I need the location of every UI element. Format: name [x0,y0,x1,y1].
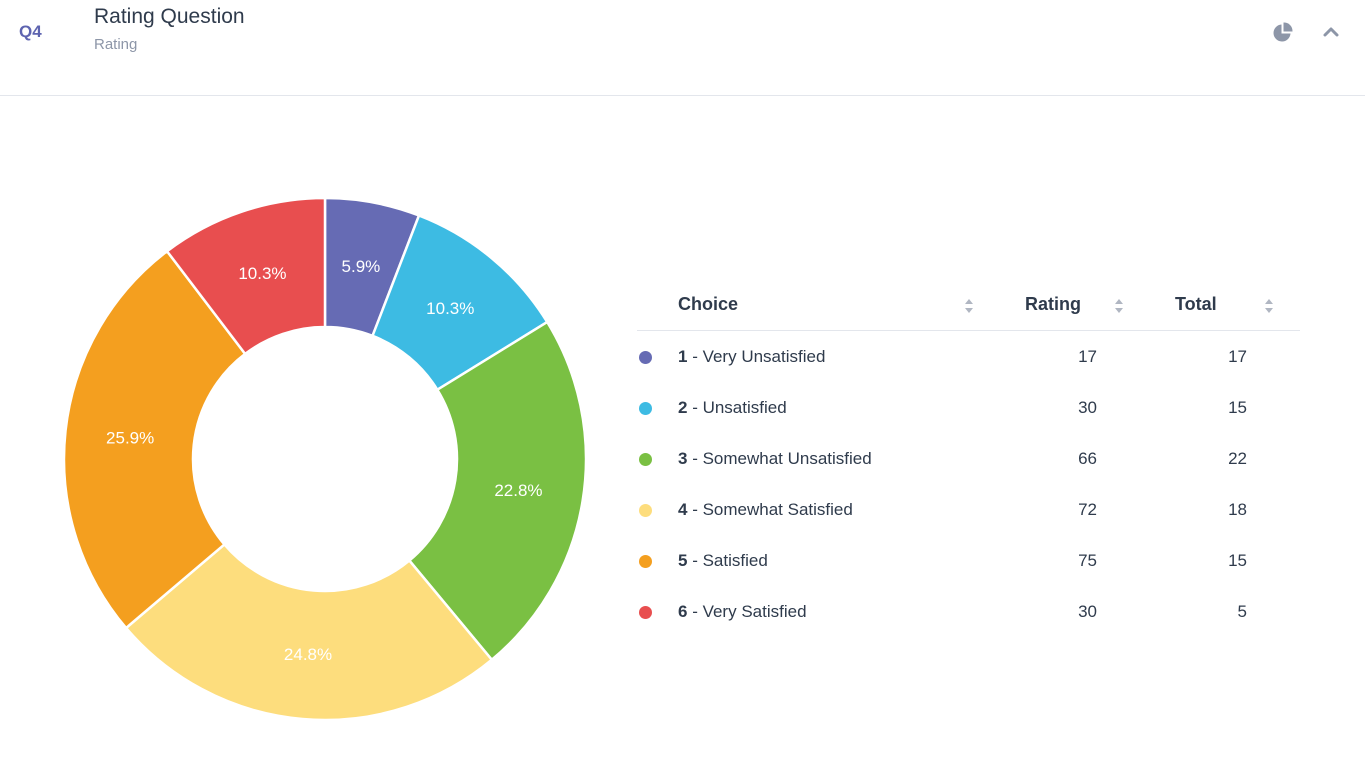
donut-slice[interactable] [165,196,327,356]
choice-label: 2 - Unsatisfied [678,398,787,418]
donut-chart: 5.9% 10.3% 22.8% 24.8% 25.9% 10.3% [62,196,588,722]
choice-number: 1 [678,347,688,366]
slice-percent-label: 24.8% [284,645,332,664]
total-value: 5 [1237,602,1247,621]
rating-value: 30 [1078,602,1097,621]
question-header: Q4 Rating Question Rating [0,0,1365,96]
table-row: 6 - Very Satisfied 30 5 [637,586,1300,637]
sort-icon[interactable] [1264,297,1274,315]
total-value: 22 [1228,449,1247,468]
choice-number: 3 [678,449,688,468]
choice-label: 5 - Satisfied [678,551,768,571]
total-value: 18 [1228,500,1247,519]
slice-percent-label: 25.9% [106,428,154,447]
choice-number: 6 [678,602,688,621]
slice-percent-label: 22.8% [494,481,542,500]
choice-text: - Unsatisfied [687,398,787,417]
choice-text: - Very Satisfied [687,602,807,621]
choice-label: 4 - Somewhat Satisfied [678,500,853,520]
slice-percent-label: 5.9% [342,257,381,276]
donut-slice[interactable] [407,320,588,662]
sort-icon[interactable] [1114,297,1124,315]
rating-value: 75 [1078,551,1097,570]
column-header-choice[interactable]: Choice [678,294,739,314]
column-header-total[interactable]: Total [1175,294,1217,314]
table-row: 4 - Somewhat Satisfied 72 18 [637,484,1300,535]
table-header: Choice Rating Total [637,280,1300,331]
donut-slice[interactable] [124,542,494,722]
table-row: 5 - Satisfied 75 15 [637,535,1300,586]
chevron-up-icon[interactable] [1319,20,1343,44]
column-header-rating[interactable]: Rating [1025,294,1081,314]
choice-text: - Somewhat Unsatisfied [687,449,872,468]
legend-dot [639,453,652,466]
legend-dot [639,606,652,619]
legend-dot [639,351,652,364]
rating-value: 30 [1078,398,1097,417]
slice-percent-label: 10.3% [426,299,474,318]
question-title: Rating Question [94,5,245,28]
choice-label: 6 - Very Satisfied [678,602,807,622]
results-table: Choice Rating Total 1 - Very Unsatisfied… [637,280,1300,637]
question-number: Q4 [19,22,42,41]
slice-percent-label: 10.3% [238,264,286,283]
choice-number: 4 [678,500,688,519]
total-value: 15 [1228,551,1247,570]
pie-chart-icon[interactable] [1271,20,1295,44]
rating-value: 17 [1078,347,1097,366]
rating-value: 72 [1078,500,1097,519]
table-row: 2 - Unsatisfied 30 15 [637,382,1300,433]
sort-icon[interactable] [964,297,974,315]
choice-text: - Very Unsatisfied [687,347,826,366]
legend-dot [639,402,652,415]
legend-dot [639,504,652,517]
total-value: 15 [1228,398,1247,417]
question-type: Rating [94,36,138,53]
choice-text: - Somewhat Satisfied [687,500,853,519]
table-row: 1 - Very Unsatisfied 17 17 [637,331,1300,382]
total-value: 17 [1228,347,1247,366]
rating-value: 66 [1078,449,1097,468]
choice-text: - Satisfied [687,551,768,570]
legend-dot [639,555,652,568]
donut-slice[interactable] [62,249,247,630]
choice-label: 3 - Somewhat Unsatisfied [678,449,872,469]
choice-label: 1 - Very Unsatisfied [678,347,825,367]
choice-number: 5 [678,551,688,570]
table-row: 3 - Somewhat Unsatisfied 66 22 [637,433,1300,484]
choice-number: 2 [678,398,688,417]
